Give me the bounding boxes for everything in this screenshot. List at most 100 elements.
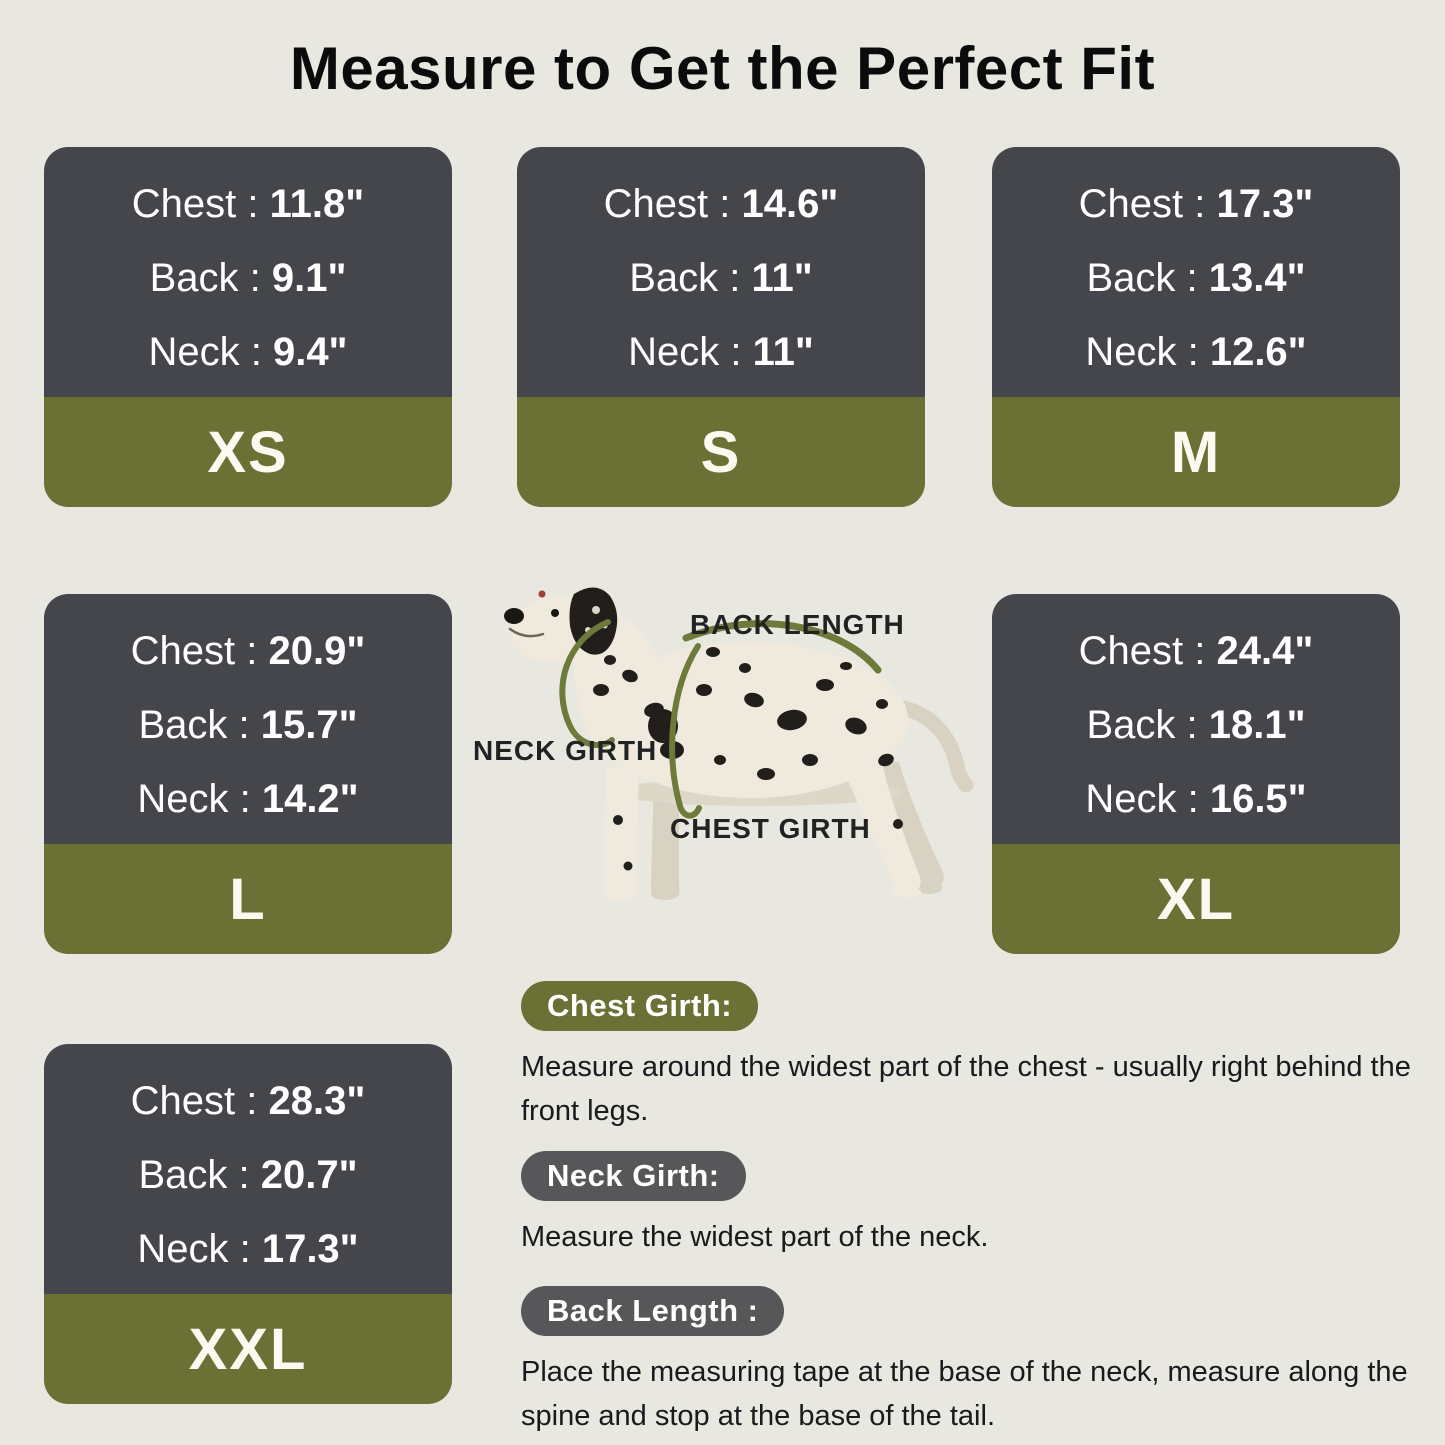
separator: : — [235, 1079, 269, 1123]
measurement-label: Chest — [1078, 182, 1184, 226]
measurement-label: Neck — [137, 1227, 229, 1271]
neck-measurement: Neck : 9.4" — [44, 330, 452, 375]
measurement-label: Chest — [131, 182, 237, 226]
separator: : — [719, 330, 753, 374]
measurement-value: 18.1" — [1208, 703, 1306, 747]
neck-measurement: Neck : 16.5" — [992, 777, 1400, 822]
measurement-label: Neck — [1085, 777, 1177, 821]
size-label: XS — [44, 397, 452, 507]
separator: : — [228, 777, 262, 821]
neck-girth-label: NECK GIRTH — [473, 735, 657, 766]
measurement-value: 12.6" — [1209, 330, 1307, 374]
chest-measurement: Chest : 17.3" — [992, 182, 1400, 227]
chest-measurement: Chest : 11.8" — [44, 182, 452, 227]
measurement-label: Chest — [1078, 629, 1184, 673]
chest-measurement: Chest : 20.9" — [44, 629, 452, 674]
chest-measurement: Chest : 14.6" — [517, 182, 925, 227]
dog-measurement-diagram: BACK LENGTH NECK GIRTH CHEST GIRTH — [458, 568, 990, 990]
measurements-panel: Chest : 20.9" Back : 15.7" Neck : 14.2" — [44, 594, 452, 844]
neck-girth-description: Measure the widest part of the neck. — [521, 1221, 989, 1253]
measurement-value: 17.3" — [1216, 182, 1314, 226]
size-label: XL — [992, 844, 1400, 954]
measurement-label: Chest — [603, 182, 709, 226]
measurement-value: 14.6" — [741, 182, 839, 226]
chest-girth-badge: Chest Girth: — [521, 981, 759, 1031]
neck-measurement: Neck : 17.3" — [44, 1227, 452, 1272]
size-card-xl: Chest : 24.4" Back : 18.1" Neck : 16.5" … — [992, 594, 1400, 954]
measurement-label: Back — [138, 703, 228, 747]
measurement-value: 20.7" — [260, 1153, 358, 1197]
separator: : — [236, 182, 270, 226]
separator: : — [239, 330, 273, 374]
measurement-label: Back — [138, 1153, 228, 1197]
measurement-value: 13.4" — [1208, 256, 1306, 300]
separator: : — [1176, 330, 1210, 374]
back-length-description: Place the measuring tape at the base of … — [521, 1356, 1408, 1433]
measurement-label: Back — [629, 256, 719, 300]
back-length-badge: Back Length : — [521, 1286, 785, 1336]
size-card-xxl: Chest : 28.3" Back : 20.7" Neck : 17.3" … — [44, 1044, 452, 1404]
measurements-panel: Chest : 11.8" Back : 9.1" Neck : 9.4" — [44, 147, 452, 397]
guide-section-back-length: Back Length : Place the measuring tape a… — [521, 1286, 1441, 1438]
measurement-value: 11" — [752, 330, 814, 374]
separator: : — [1183, 629, 1217, 673]
measurement-value: 9.4" — [272, 330, 348, 374]
measurement-label: Chest — [130, 629, 236, 673]
chest-measurement: Chest : 24.4" — [992, 629, 1400, 674]
measurement-label: Neck — [137, 777, 229, 821]
measurement-value: 24.4" — [1216, 629, 1314, 673]
back-measurement: Back : 20.7" — [44, 1153, 452, 1198]
size-label: M — [992, 397, 1400, 507]
chest-girth-label: CHEST GIRTH — [670, 813, 871, 844]
back-length-arc — [682, 620, 882, 674]
size-card-l: Chest : 20.9" Back : 15.7" Neck : 14.2" … — [44, 594, 452, 954]
size-label: S — [517, 397, 925, 507]
neck-measurement: Neck : 11" — [517, 330, 925, 375]
back-measurement: Back : 13.4" — [992, 256, 1400, 301]
guide-section-chest-girth: Chest Girth: Measure around the widest p… — [521, 981, 1441, 1133]
back-measurement: Back : 18.1" — [992, 703, 1400, 748]
measurement-value: 9.1" — [271, 256, 347, 300]
measurement-value: 16.5" — [1209, 777, 1307, 821]
measurement-arcs — [559, 619, 882, 819]
chest-girth-description: Measure around the widest part of the ch… — [521, 1051, 1411, 1128]
diagram-labels: BACK LENGTH NECK GIRTH CHEST GIRTH — [473, 609, 904, 844]
separator: : — [227, 703, 261, 747]
chest-measurement: Chest : 28.3" — [44, 1079, 452, 1124]
measurement-label: Neck — [148, 330, 240, 374]
separator: : — [1176, 777, 1210, 821]
neck-girth-arc — [559, 619, 615, 748]
guide-section-neck-girth: Neck Girth: Measure the widest part of t… — [521, 1151, 1441, 1259]
chest-girth-arc — [669, 643, 702, 819]
size-card-m: Chest : 17.3" Back : 13.4" Neck : 12.6" … — [992, 147, 1400, 507]
measurement-label: Neck — [628, 330, 720, 374]
measurement-value: 28.3" — [268, 1079, 366, 1123]
size-label: L — [44, 844, 452, 954]
back-measurement: Back : 15.7" — [44, 703, 452, 748]
separator: : — [1175, 256, 1209, 300]
separator: : — [708, 182, 742, 226]
measurement-label: Chest — [130, 1079, 236, 1123]
size-label: XXL — [44, 1294, 452, 1404]
measurements-panel: Chest : 24.4" Back : 18.1" Neck : 16.5" — [992, 594, 1400, 844]
measurement-value: 14.2" — [261, 777, 359, 821]
separator: : — [718, 256, 752, 300]
measurements-panel: Chest : 17.3" Back : 13.4" Neck : 12.6" — [992, 147, 1400, 397]
measurement-value: 15.7" — [260, 703, 358, 747]
measurement-value: 17.3" — [261, 1227, 359, 1271]
measurement-value: 20.9" — [268, 629, 366, 673]
measurement-label: Back — [1086, 703, 1176, 747]
measurement-value: 11.8" — [269, 182, 365, 226]
back-measurement: Back : 11" — [517, 256, 925, 301]
neck-girth-badge: Neck Girth: — [521, 1151, 746, 1201]
separator: : — [1183, 182, 1217, 226]
measurement-label: Neck — [1085, 330, 1177, 374]
separator: : — [227, 1153, 261, 1197]
separator: : — [1175, 703, 1209, 747]
dalmatian-illustration: BACK LENGTH NECK GIRTH CHEST GIRTH — [473, 587, 974, 900]
size-card-xs: Chest : 11.8" Back : 9.1" Neck : 9.4" XS — [44, 147, 452, 507]
measurement-label: Back — [149, 256, 239, 300]
separator: : — [228, 1227, 262, 1271]
measurements-panel: Chest : 28.3" Back : 20.7" Neck : 17.3" — [44, 1044, 452, 1294]
